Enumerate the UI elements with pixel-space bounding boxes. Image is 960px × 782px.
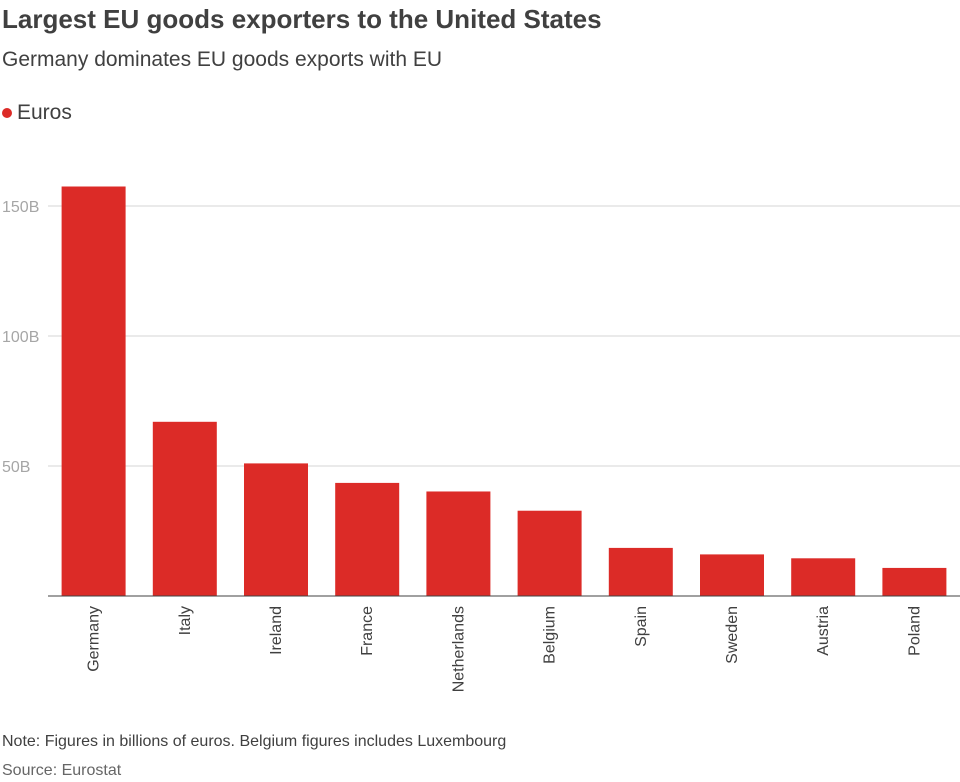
footnote: Note: Figures in billions of euros. Belg…: [2, 733, 507, 750]
legend: Euros: [2, 101, 72, 125]
bar-spain: [608, 547, 673, 596]
bars: [61, 186, 947, 596]
legend-label: Euros: [17, 101, 72, 124]
bar-netherlands: [426, 491, 491, 596]
bar-poland: [882, 567, 947, 596]
x-tick-label: France: [359, 606, 376, 656]
y-tick-label: 100B: [2, 329, 39, 346]
x-tick-label: Netherlands: [450, 606, 467, 692]
x-tick-label: Germany: [86, 606, 103, 672]
x-tick-label: Ireland: [268, 606, 285, 655]
chart-title: Largest EU goods exporters to the United…: [2, 4, 602, 34]
bar-austria: [791, 558, 856, 596]
axis-labels: 50B 100B 150B Germany Italy Ireland France Neth…: [2, 199, 923, 692]
x-tick-label: Austria: [815, 606, 832, 656]
y-tick-label: 150B: [2, 199, 39, 216]
bar-italy: [152, 421, 217, 596]
legend-dot-icon: [2, 108, 12, 118]
x-tick-label: Italy: [177, 606, 194, 635]
bar-germany: [61, 186, 126, 596]
x-tick-label: Belgium: [542, 606, 559, 664]
chart-subtitle: Germany dominates EU goods exports with …: [2, 48, 443, 71]
y-tick-label: 50B: [2, 459, 30, 476]
x-tick-label: Poland: [906, 606, 923, 656]
bar-sweden: [700, 554, 764, 596]
bar-ireland: [244, 463, 308, 596]
x-tick-label: Spain: [633, 606, 650, 647]
bar-belgium: [517, 510, 582, 596]
bar-france: [335, 482, 400, 596]
source-note: Source: Eurostat: [2, 762, 122, 779]
bar-chart: 50B 100B 150B Germany Italy Ireland France Neth…: [2, 186, 960, 692]
x-tick-label: Sweden: [724, 606, 741, 664]
